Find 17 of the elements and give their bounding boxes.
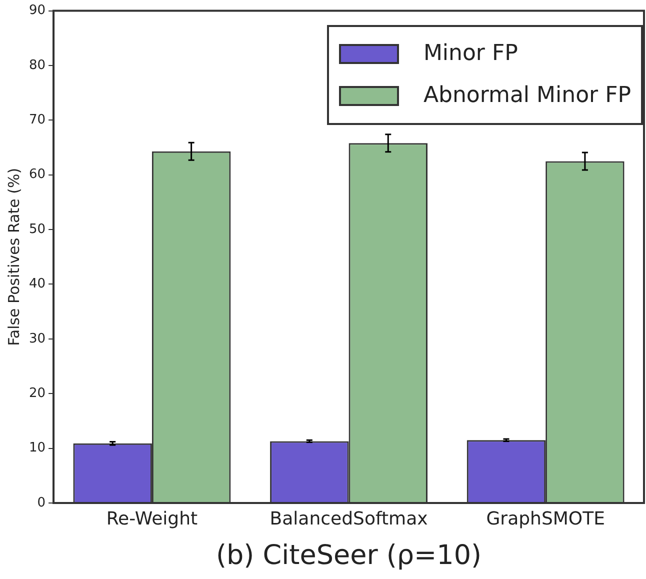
y-tick-label: 50	[28, 222, 46, 237]
y-tick-label: 30	[28, 331, 46, 346]
y-tick-label: 70	[28, 112, 46, 128]
legend-label: Minor FP	[423, 41, 518, 66]
y-tick-label: 20	[28, 386, 46, 401]
y-tick-label: 0	[37, 495, 46, 510]
x-tick-label: GraphSMOTE	[486, 508, 605, 530]
legend-label: Abnormal Minor FP	[423, 83, 631, 108]
y-tick-label: 40	[28, 276, 46, 292]
y-tick-label: 90	[28, 3, 46, 18]
x-tick-label: Re-Weight	[106, 508, 198, 530]
y-axis-title: False Positives Rate (%)	[4, 168, 23, 346]
y-tick-label: 80	[28, 58, 46, 73]
x-tick-label: BalancedSoftmax	[270, 508, 428, 530]
x-axis-title: (b) CiteSeer (ρ=10)	[216, 540, 482, 571]
y-tick-label: 10	[28, 440, 46, 456]
y-tick-label: 60	[28, 167, 46, 182]
